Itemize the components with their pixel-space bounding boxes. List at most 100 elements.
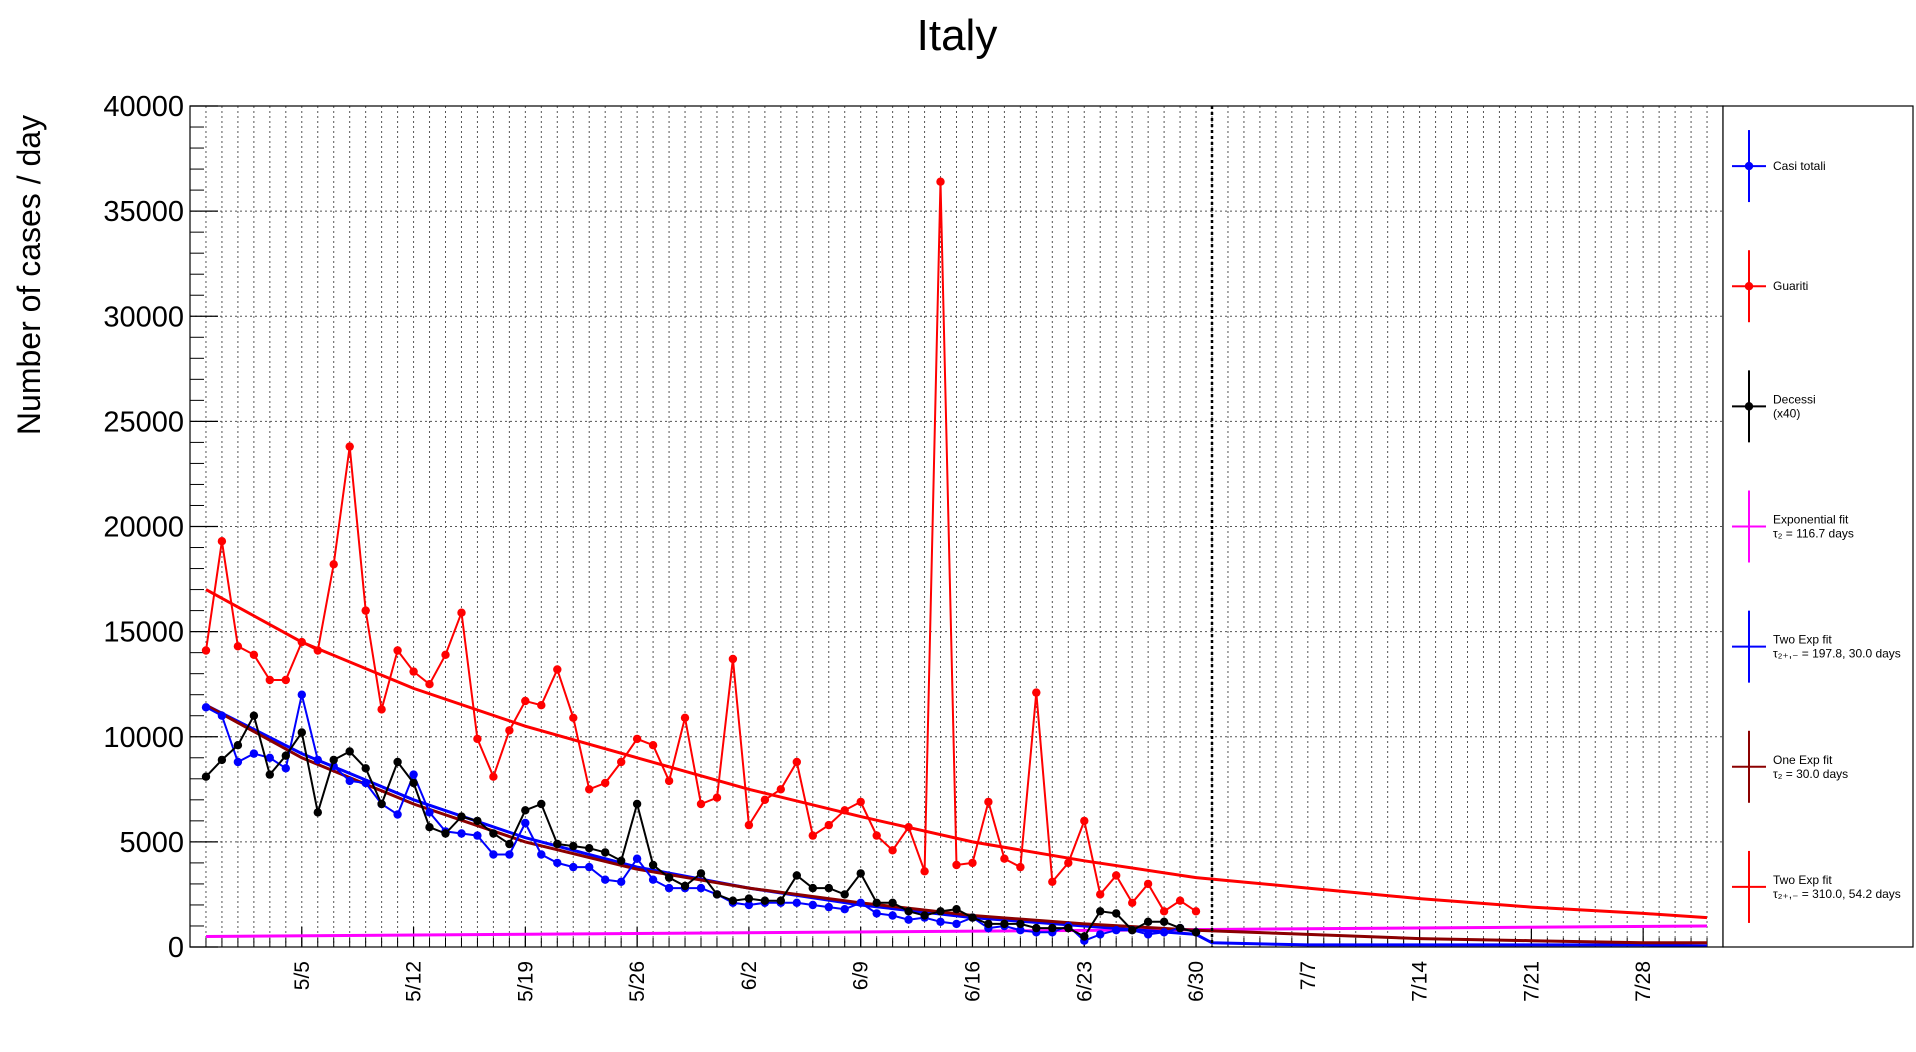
data-point	[441, 829, 450, 838]
data-point	[776, 896, 785, 905]
data-point	[393, 646, 402, 655]
data-point	[744, 894, 754, 903]
data-point	[601, 778, 610, 788]
data-point	[569, 841, 578, 851]
data-point	[201, 772, 211, 781]
data-point	[249, 711, 259, 720]
data-point	[760, 795, 770, 804]
data-point	[265, 675, 274, 685]
data-point	[393, 757, 402, 767]
legend-label: τ₂₊,₋ = 197.8, 30.0 days	[1773, 647, 1901, 661]
data-point	[201, 646, 211, 655]
data-point	[840, 905, 849, 914]
data-point	[968, 858, 977, 868]
data-point	[409, 770, 418, 779]
legend: Casi totali Guariti Decessi(x40) Exponentia…	[1722, 105, 1914, 948]
data-point	[377, 705, 386, 714]
data-point	[425, 808, 434, 817]
data-point	[840, 890, 849, 899]
data-point	[1048, 877, 1057, 886]
data-point	[744, 820, 754, 830]
data-point	[1064, 923, 1073, 933]
data-point	[249, 749, 259, 758]
fit-line-6	[205, 588, 1708, 920]
data-point	[473, 734, 482, 744]
data-point	[1048, 923, 1057, 933]
data-point	[425, 823, 434, 832]
x-tick-label: 5/12	[403, 961, 426, 1002]
data-point	[361, 606, 370, 615]
x-tick-label: 6/9	[850, 961, 873, 990]
data-point	[1128, 926, 1137, 935]
data-point	[856, 797, 865, 807]
data-point	[393, 810, 402, 819]
data-point	[377, 799, 386, 809]
legend-label: Two Exp fit	[1773, 873, 1832, 887]
data-point	[233, 642, 243, 651]
data-point	[664, 776, 674, 786]
data-point	[712, 793, 722, 802]
data-point	[712, 890, 722, 899]
data-point	[952, 905, 961, 914]
data-point	[537, 799, 546, 809]
data-point	[632, 799, 642, 809]
data-point	[1016, 862, 1025, 872]
data-point	[425, 680, 434, 689]
data-point	[1000, 919, 1009, 929]
legend-label: Two Exp fit	[1773, 633, 1832, 647]
data-point	[233, 757, 243, 767]
data-point	[904, 907, 913, 916]
data-point	[217, 755, 227, 765]
data-point	[920, 867, 929, 876]
data-point	[904, 915, 913, 924]
data-point	[489, 829, 498, 838]
data-point	[345, 747, 354, 756]
legend-marker-point	[1744, 161, 1754, 171]
y-tick-label: 35000	[103, 196, 184, 228]
data-point	[1032, 688, 1041, 697]
data-point	[648, 741, 658, 750]
legend-label: Decessi	[1773, 392, 1816, 406]
data-point	[888, 846, 897, 855]
data-point	[1175, 896, 1185, 905]
x-tick-label: 6/2	[738, 961, 761, 990]
data-point	[569, 713, 578, 722]
x-tick-label: 6/30	[1185, 961, 1208, 1002]
legend-label: τ₂₊,₋ = 310.0, 54.2 days	[1773, 887, 1901, 901]
data-point	[505, 850, 514, 859]
data-series	[201, 177, 1201, 945]
data-point	[585, 844, 594, 853]
data-point	[872, 909, 881, 918]
data-point	[696, 799, 706, 809]
data-point	[281, 675, 290, 685]
data-point	[441, 650, 450, 659]
y-tick-label: 20000	[103, 512, 184, 544]
data-point	[1159, 907, 1169, 916]
data-point	[297, 637, 306, 647]
data-point	[776, 785, 785, 794]
data-point	[537, 850, 546, 859]
y-tick-label: 10000	[103, 722, 184, 754]
data-point	[952, 860, 961, 870]
data-point	[1143, 879, 1153, 889]
x-tick-label: 6/16	[961, 961, 984, 1002]
data-point	[345, 442, 354, 451]
data-point	[936, 907, 945, 916]
data-point	[1112, 871, 1121, 880]
chart-title: Italy	[917, 11, 998, 60]
data-point	[233, 741, 243, 750]
data-point	[1080, 932, 1089, 941]
data-point	[1000, 854, 1009, 863]
data-point	[680, 713, 690, 722]
x-tick-label: 6/23	[1073, 961, 1096, 1002]
data-point	[617, 877, 626, 886]
data-point	[617, 856, 626, 865]
data-point	[361, 764, 370, 773]
legend-label: Guariti	[1773, 279, 1808, 293]
data-point	[217, 711, 227, 720]
data-point	[329, 560, 338, 569]
data-point	[313, 646, 322, 655]
data-point	[1112, 926, 1121, 935]
data-point	[680, 881, 690, 891]
